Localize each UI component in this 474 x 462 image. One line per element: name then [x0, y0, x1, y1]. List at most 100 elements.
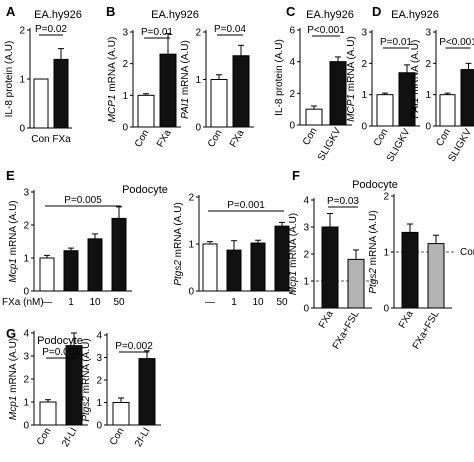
y-tick-label: 0 — [23, 421, 29, 432]
x-tick-label: — — [42, 297, 52, 308]
y-axis-label: PAI1 mRNA (A.U) — [180, 40, 191, 119]
p-value-label: P<0.001 — [439, 37, 474, 48]
bar-Con — [137, 94, 155, 128]
y-tick-label: 3 — [361, 28, 367, 39]
bar-Con — [376, 94, 394, 127]
x-tick-label: Con — [206, 128, 225, 149]
x-tick-label: FXa — [317, 309, 336, 331]
y-tick-label: 3 — [303, 223, 309, 234]
bar-Con — [33, 78, 49, 129]
y-axis-label: Ptgs2 mRNA (A.U) — [81, 338, 92, 421]
y-tick-label: 0 — [303, 304, 309, 315]
y-tick-label: 0 — [383, 304, 389, 315]
x-tick-label: Con FXa — [31, 134, 71, 145]
bar-1 — [226, 249, 242, 292]
y-tick-label: 4 — [303, 196, 309, 207]
x-tick-label: Con — [434, 127, 453, 148]
x-tick-label: SLIGKV — [316, 126, 344, 163]
y-tick-label: 0 — [195, 123, 201, 134]
p-value-label: P=0.01 — [141, 27, 173, 38]
y-tick-label: 2 — [96, 376, 102, 387]
p-value-label: P=0.005 — [64, 195, 102, 206]
y-axis-label: Ptgs2 mRNA (A.U) — [368, 210, 379, 293]
panel-letter-c: C — [286, 4, 296, 19]
y-tick-label: 1 — [188, 240, 194, 251]
y-tick-label: 1 — [96, 398, 102, 409]
bar-Con — [112, 402, 130, 426]
p-value-label: P=0.001 — [227, 200, 265, 211]
chart-title: EA.hy926 — [306, 9, 354, 21]
chart-title: EA.hy926 — [34, 9, 82, 21]
y-tick-label: 1 — [195, 75, 201, 86]
y-axis-label: IL-8 protein (A.U) — [4, 41, 15, 118]
bar-50 — [274, 225, 290, 292]
y-axis-label: Mcp1 mRNA (A.U) — [288, 213, 299, 295]
reference-label: Con — [460, 247, 474, 258]
chart-b2: 0 1 2 PAI1 mRNA (A.U) Con FXa P=0.04 — [180, 24, 254, 149]
y-axis-label: Mcp1 mRNA (A.U) — [8, 338, 19, 420]
y-tick-label: 2 — [303, 250, 309, 261]
y-tick-label: 2 — [383, 192, 389, 203]
y-tick-label: 6 — [289, 26, 295, 37]
y-tick-label: 2 — [23, 375, 29, 386]
panel-letter-f: F — [292, 168, 300, 183]
chart-title: EA.hy926 — [151, 9, 199, 21]
y-axis-label: PAI1 mRNA (A.U) — [410, 40, 421, 119]
bar-FXa+FSL — [427, 243, 445, 309]
chart-title: Podocyte — [352, 179, 398, 191]
y-tick-label: 0 — [19, 124, 25, 135]
bar-SLIGKV — [460, 69, 474, 127]
bar-FXa — [53, 58, 69, 129]
bar-10 — [87, 238, 103, 292]
y-tick-label: 0 — [122, 123, 128, 134]
chart-title: Podocyte — [37, 335, 83, 347]
y-tick-label: 0 — [23, 287, 29, 298]
bar-FXa — [159, 53, 177, 128]
x-tick-label: 2f-LI — [133, 426, 153, 449]
x-tick-label: 1 — [68, 297, 74, 308]
bar-— — [39, 257, 55, 292]
x-tick-label: Con — [35, 426, 54, 447]
x-tick-label: FXa+FSL — [411, 309, 442, 352]
y-tick-label: 1 — [122, 91, 128, 102]
y-tick-label: 3 — [122, 28, 128, 39]
bar-FXa — [232, 55, 250, 128]
p-value-label: P=0.01 — [380, 37, 412, 48]
p-value-label: P=0.002 — [115, 341, 153, 352]
x-tick-label: FXa — [228, 128, 247, 150]
y-tick-label: 1 — [425, 90, 431, 101]
chart-title: Podocyte — [122, 184, 168, 196]
x-axis-prefix: FXa (nM) — [2, 297, 44, 308]
x-tick-label: FXa+FSL — [331, 309, 362, 352]
y-tick-label: 1 — [383, 248, 389, 259]
bar-FXa+FSL — [347, 258, 365, 309]
y-tick-label: 0 — [96, 421, 102, 432]
x-tick-label: FXa — [155, 128, 174, 150]
bar-Con — [210, 79, 228, 128]
y-tick-label: 1 — [303, 277, 309, 288]
y-axis-label: Mcp1 mRNA (A.U) — [8, 200, 19, 282]
y-tick-label: 2 — [19, 26, 25, 37]
chart-title: EA.hy926 — [391, 9, 439, 21]
y-tick-label: 0 — [289, 121, 295, 132]
bar-Con — [439, 94, 456, 127]
y-tick-label: 3 — [96, 353, 102, 364]
bar-50 — [111, 217, 127, 292]
y-tick-label: 1 — [23, 254, 29, 265]
chart-g2: 0 1 2 3 4 Ptgs2 mRNA (A.U) Con 2f-LI P=0.002 — [81, 331, 161, 449]
y-tick-label: 2 — [195, 28, 201, 39]
x-tick-label: FXa — [397, 309, 416, 331]
p-value-label: P=0.04 — [214, 24, 246, 35]
x-tick-label: 10 — [89, 297, 101, 308]
y-tick-label: 0 — [361, 122, 367, 133]
x-tick-label: Con — [372, 127, 391, 148]
x-tick-label: 10 — [252, 297, 264, 308]
panel-letter-g: G — [6, 326, 16, 341]
chart-e: Podocyte 0 1 2 3 Mcp1 mRNA (A.U) — 1 10 50 FXa (nM… — [2, 184, 168, 308]
bar-2f-LI — [138, 358, 156, 426]
p-value-label: P=0.03 — [327, 196, 359, 207]
p-value-label: P<0.001 — [307, 25, 345, 36]
